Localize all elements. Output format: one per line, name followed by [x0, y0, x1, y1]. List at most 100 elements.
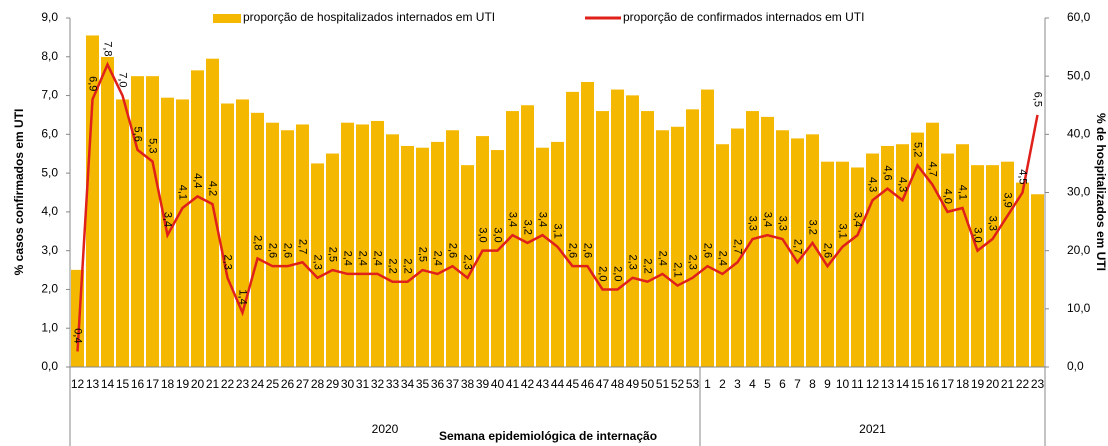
data-label: 3,4: [852, 212, 864, 227]
bar: [521, 105, 534, 367]
x-tick-label: 19: [971, 377, 985, 391]
data-label: 2,3: [312, 255, 324, 270]
x-tick-label: 40: [491, 377, 505, 391]
x-tick-label: 28: [311, 377, 325, 391]
bar: [926, 122, 939, 367]
bar: [941, 153, 954, 367]
data-label: 2,6: [282, 243, 294, 258]
x-tick-label: 41: [506, 377, 520, 391]
bar: [536, 147, 549, 367]
x-tick-label: 44: [551, 377, 565, 391]
data-label: 3,4: [507, 212, 519, 227]
data-label: 2,8: [252, 235, 264, 250]
y-tick-label: 1,0: [41, 320, 58, 334]
x-tick-label: 52: [671, 377, 685, 391]
data-label: 2,5: [327, 247, 339, 262]
data-label: 2,4: [342, 251, 354, 266]
x-tick-label: 14: [896, 377, 910, 391]
data-label: 0,4: [72, 328, 84, 343]
x-tick-label: 2: [719, 377, 726, 391]
y2-axis-title: % de hospitalizados em UTI: [1094, 113, 1108, 271]
bar: [191, 70, 204, 367]
x-tick-label: 38: [461, 377, 475, 391]
data-label: 3,1: [837, 223, 849, 238]
y-tick-label: 2,0: [41, 282, 58, 296]
bar: [176, 99, 189, 367]
legend-label: proporção de hospitalizados internados e…: [243, 10, 495, 24]
bar: [716, 144, 729, 367]
legend-label: proporção de confirmados internados em U…: [623, 10, 864, 24]
bar: [896, 144, 909, 367]
data-label: 3,3: [987, 216, 999, 231]
line: [76, 61, 1039, 352]
y2-tick-label: 30,0: [1067, 185, 1091, 199]
x-tick-label: 22: [1016, 377, 1030, 391]
x-tick-label: 19: [176, 377, 190, 391]
data-label: 2,3: [222, 255, 234, 270]
bar: [986, 165, 999, 367]
x-tick-label: 17: [941, 377, 955, 391]
x-tick-label: 25: [266, 377, 280, 391]
data-label: 2,4: [357, 251, 369, 266]
x-tick-label: 51: [656, 377, 670, 391]
x-tick-label: 29: [326, 377, 340, 391]
bar: [776, 130, 789, 367]
x-tick-label: 53: [686, 377, 700, 391]
data-label: 3,0: [492, 227, 504, 242]
data-label: 3,9: [1002, 192, 1014, 207]
x-axis-title: Semana epidemiológica de internação: [439, 429, 657, 443]
bar: [971, 165, 984, 367]
bar: [656, 130, 669, 367]
x-tick-label: 23: [236, 377, 250, 391]
x-tick-label: 24: [251, 377, 265, 391]
y-axis-title: % casos confirmados em UTI: [12, 109, 26, 276]
data-label: 6,5: [1032, 92, 1044, 107]
bar: [686, 109, 699, 368]
data-label: 2,0: [597, 266, 609, 281]
bar: [566, 91, 579, 367]
x-tick-label: 48: [611, 377, 625, 391]
bar: [131, 76, 144, 368]
x-tick-label: 15: [116, 377, 130, 391]
x-tick-label: 18: [161, 377, 175, 391]
data-label: 1,4: [237, 289, 249, 304]
bar: [281, 130, 294, 367]
data-label: 2,6: [822, 243, 834, 258]
bar: [851, 167, 864, 367]
y-tick-label: 0,0: [41, 359, 58, 373]
x-tick-label: 43: [536, 377, 550, 391]
data-label: 2,6: [447, 243, 459, 258]
x-tick-label: 37: [446, 377, 460, 391]
bar: [506, 111, 519, 367]
x-tick-label: 12: [866, 377, 880, 391]
data-label: 4,6: [882, 165, 894, 180]
bar: [101, 56, 114, 367]
bar: [731, 128, 744, 367]
x-tick-label: 49: [626, 377, 640, 391]
x-tick-label: 9: [824, 377, 831, 391]
data-label: 2,6: [582, 243, 594, 258]
data-label: 5,3: [147, 138, 159, 153]
bar: [236, 99, 249, 367]
bar: [791, 138, 804, 367]
data-label: 2,2: [387, 258, 399, 273]
x-tick-label: 21: [1001, 377, 1015, 391]
bar: [371, 120, 384, 367]
x-tick-label: 50: [641, 377, 655, 391]
x-tick-label: 45: [566, 377, 580, 391]
x-tick-label: 39: [476, 377, 490, 391]
data-label: 2,7: [732, 239, 744, 254]
x-tick-label: 14: [101, 377, 115, 391]
bar: [296, 124, 309, 367]
data-label: 4,3: [897, 177, 909, 192]
data-label: 4,3: [867, 177, 879, 192]
y2-tick-label: 60,0: [1067, 10, 1091, 24]
bar: [401, 145, 414, 367]
bar: [1016, 182, 1029, 367]
data-label: 2,3: [687, 255, 699, 270]
y-tick-label: 5,0: [41, 165, 58, 179]
data-label: 2,5: [417, 247, 429, 262]
group-label: 2021: [859, 422, 886, 436]
x-tick-label: 22: [221, 377, 235, 391]
bar: [671, 126, 684, 367]
